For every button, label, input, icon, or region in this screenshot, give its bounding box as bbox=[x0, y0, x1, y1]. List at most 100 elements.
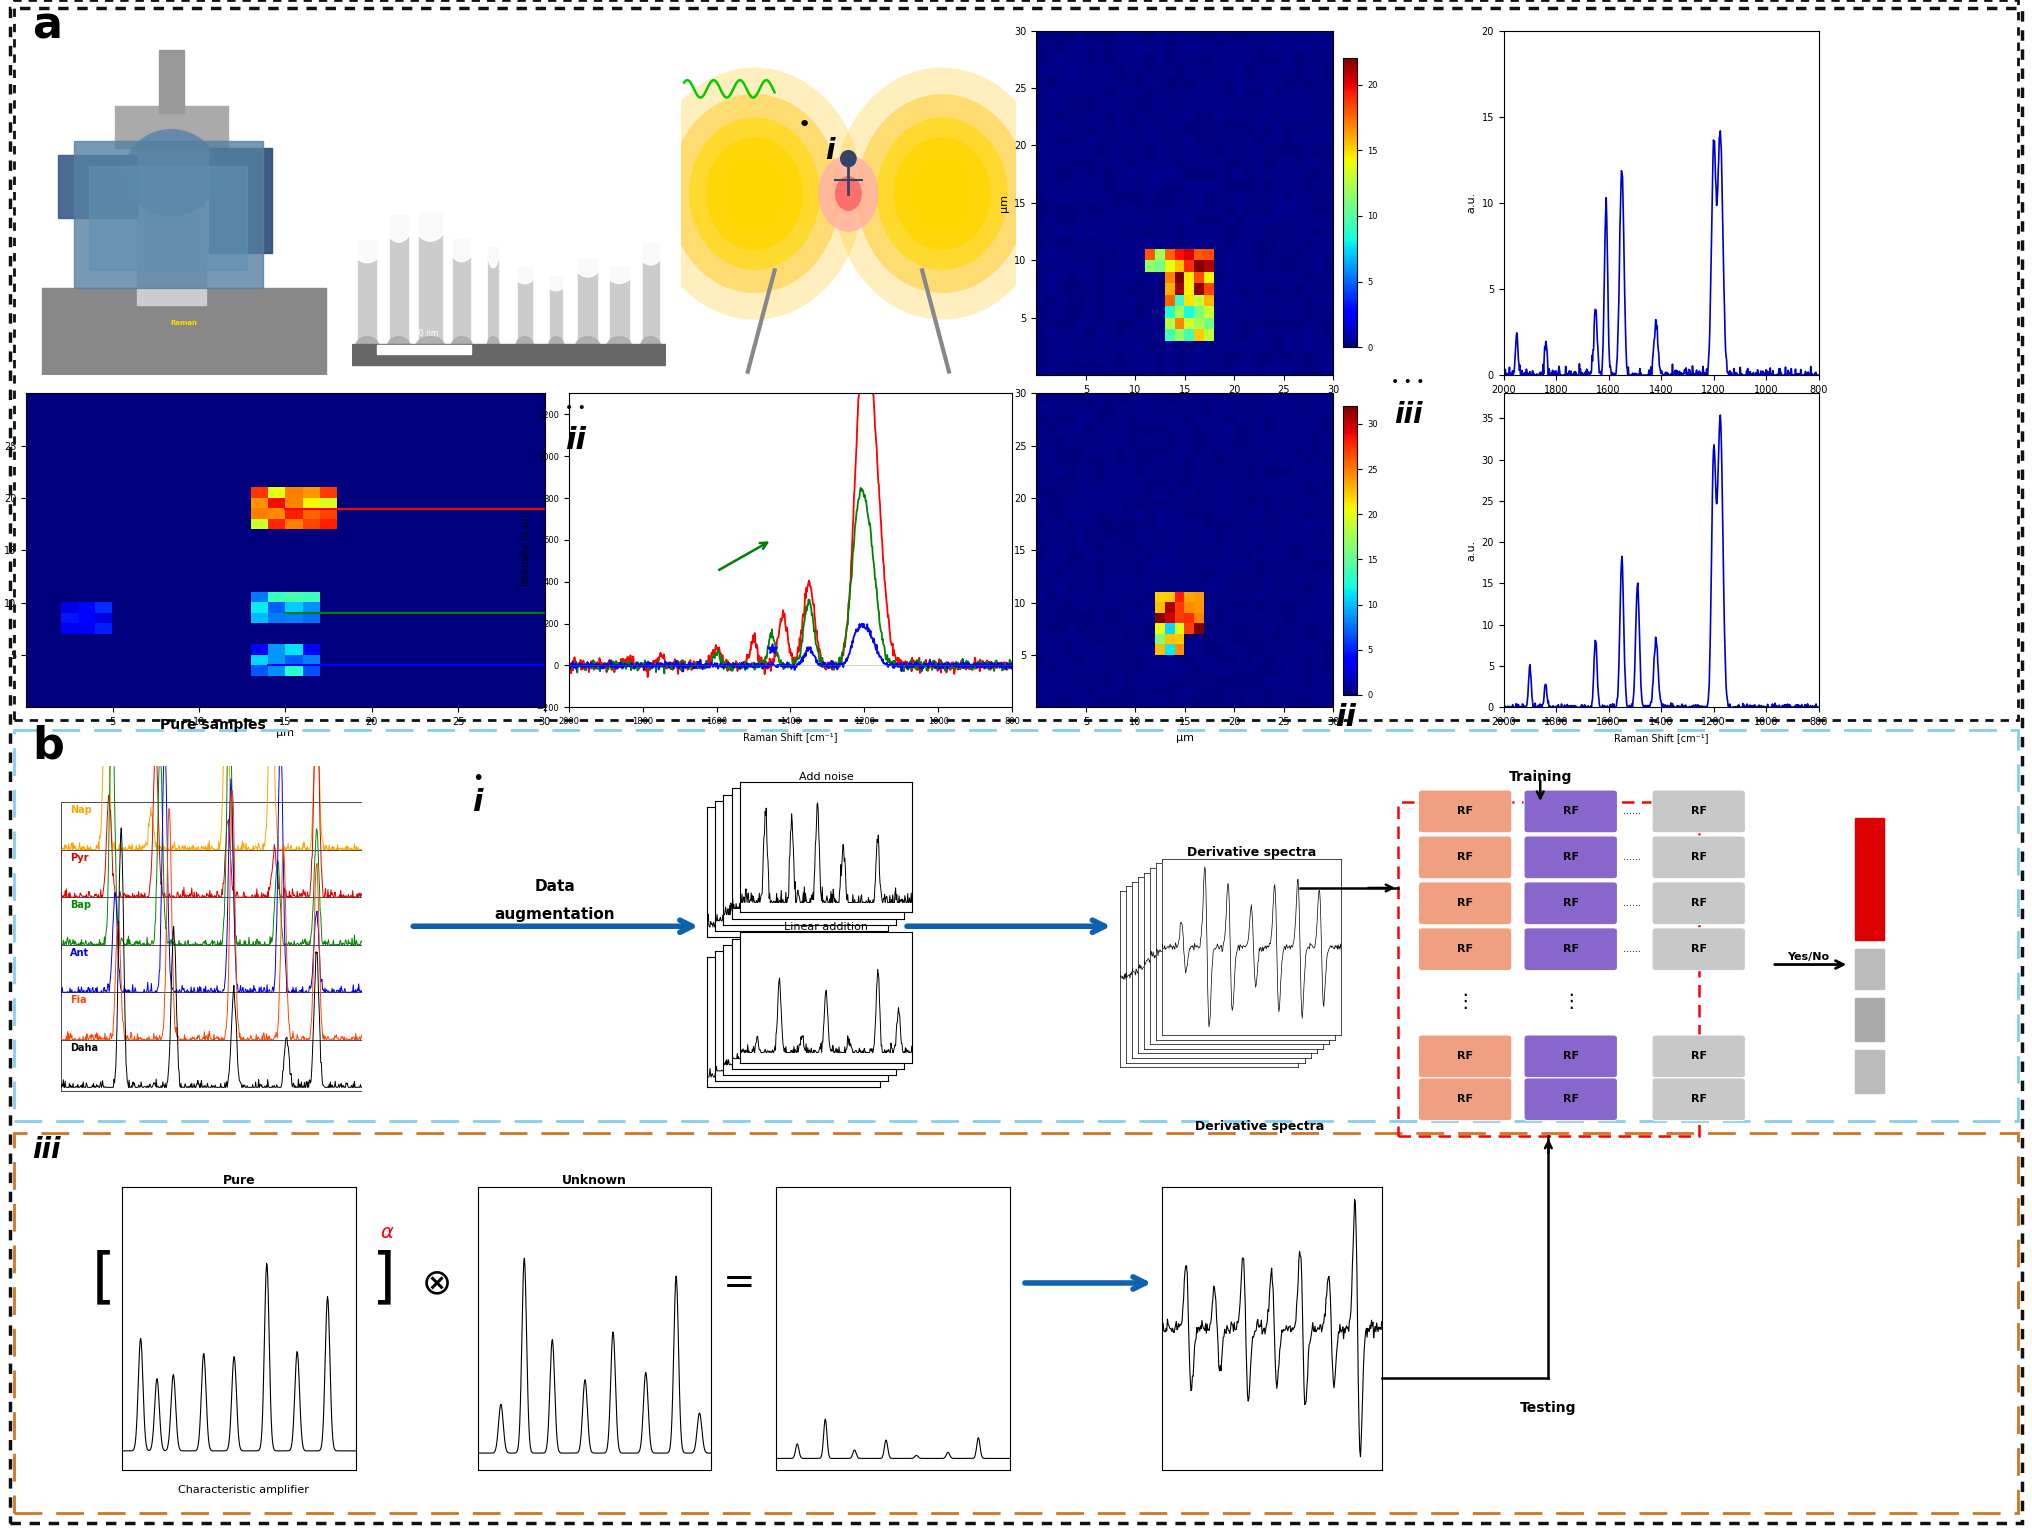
Bar bbox=[61, 850, 362, 900]
Bar bbox=[1855, 949, 1884, 989]
Text: iii: iii bbox=[1394, 401, 1422, 429]
FancyBboxPatch shape bbox=[1524, 882, 1617, 925]
Text: ......: ...... bbox=[1624, 807, 1640, 816]
Bar bbox=[73, 141, 262, 288]
Text: Data: Data bbox=[534, 879, 575, 894]
Text: Yes/No: Yes/No bbox=[1786, 952, 1829, 961]
Y-axis label: μm: μm bbox=[998, 542, 1008, 559]
Title: Derivative spectra: Derivative spectra bbox=[1187, 847, 1317, 859]
Ellipse shape bbox=[512, 251, 538, 283]
Y-axis label: a.u.: a.u. bbox=[1465, 540, 1475, 560]
Ellipse shape bbox=[723, 158, 786, 230]
Ellipse shape bbox=[640, 337, 660, 358]
Bar bbox=[61, 945, 362, 995]
X-axis label: μm: μm bbox=[276, 729, 295, 738]
Ellipse shape bbox=[858, 93, 1028, 292]
Ellipse shape bbox=[549, 337, 565, 358]
Text: RF: RF bbox=[1457, 1052, 1473, 1061]
Text: RF: RF bbox=[1457, 807, 1473, 816]
FancyBboxPatch shape bbox=[1652, 790, 1745, 833]
Text: b: b bbox=[33, 724, 65, 767]
Ellipse shape bbox=[388, 337, 410, 358]
Text: ii: ii bbox=[1335, 703, 1355, 732]
FancyBboxPatch shape bbox=[1524, 836, 1617, 879]
Text: ......: ...... bbox=[1624, 853, 1640, 862]
Text: Daha: Daha bbox=[69, 1043, 98, 1053]
Bar bbox=[488, 246, 498, 348]
Ellipse shape bbox=[573, 240, 604, 277]
Ellipse shape bbox=[575, 337, 599, 358]
Ellipse shape bbox=[350, 219, 384, 263]
Text: 500 nm: 500 nm bbox=[408, 329, 439, 338]
Text: ......: ...... bbox=[1624, 899, 1640, 908]
Bar bbox=[419, 213, 441, 348]
Text: Testing: Testing bbox=[1520, 1401, 1577, 1415]
Text: RF: RF bbox=[1563, 1052, 1579, 1061]
FancyBboxPatch shape bbox=[1652, 1078, 1745, 1121]
Text: [: [ bbox=[91, 1249, 116, 1307]
Ellipse shape bbox=[516, 337, 534, 358]
Bar bbox=[61, 802, 362, 853]
Title: Unknown: Unknown bbox=[563, 1174, 626, 1187]
Text: •: • bbox=[471, 769, 484, 788]
Text: RF: RF bbox=[1691, 1095, 1707, 1104]
Ellipse shape bbox=[910, 158, 973, 230]
Text: ]: ] bbox=[372, 1249, 396, 1307]
Bar bbox=[358, 240, 376, 348]
Ellipse shape bbox=[835, 176, 862, 211]
Ellipse shape bbox=[833, 67, 1051, 320]
Text: iii: iii bbox=[33, 1136, 61, 1164]
Bar bbox=[1855, 998, 1884, 1041]
Ellipse shape bbox=[894, 138, 992, 250]
Ellipse shape bbox=[384, 187, 415, 242]
Ellipse shape bbox=[451, 337, 473, 358]
Text: Ant: Ant bbox=[69, 948, 89, 958]
Text: ......: ...... bbox=[1624, 945, 1640, 954]
Text: RF: RF bbox=[1457, 853, 1473, 862]
Ellipse shape bbox=[356, 337, 380, 358]
Text: ⊗: ⊗ bbox=[423, 1266, 451, 1300]
Y-axis label: a.u.: a.u. bbox=[1465, 193, 1475, 213]
Text: RF: RF bbox=[1563, 945, 1579, 954]
Text: RF: RF bbox=[1691, 945, 1707, 954]
Ellipse shape bbox=[124, 129, 219, 216]
Ellipse shape bbox=[689, 118, 821, 269]
Bar bbox=[579, 259, 597, 348]
Bar bbox=[518, 266, 532, 348]
Ellipse shape bbox=[705, 138, 803, 250]
Bar bbox=[209, 149, 272, 253]
Text: augmentation: augmentation bbox=[494, 906, 616, 922]
Ellipse shape bbox=[819, 155, 878, 233]
Ellipse shape bbox=[488, 337, 500, 358]
Text: • •: • • bbox=[565, 401, 585, 415]
Bar bbox=[376, 346, 471, 354]
Text: RF: RF bbox=[1691, 853, 1707, 862]
Bar bbox=[453, 239, 469, 348]
Text: Bap: Bap bbox=[69, 900, 91, 909]
Ellipse shape bbox=[669, 93, 839, 292]
Bar bbox=[352, 343, 666, 364]
Text: Raman: Raman bbox=[171, 320, 197, 326]
Title: Linear addition: Linear addition bbox=[784, 922, 868, 931]
FancyBboxPatch shape bbox=[1524, 1078, 1617, 1121]
Text: RF: RF bbox=[1563, 899, 1579, 908]
Text: RF: RF bbox=[1457, 899, 1473, 908]
Ellipse shape bbox=[410, 185, 449, 242]
Text: Training: Training bbox=[1508, 770, 1573, 784]
Title: Add noise: Add noise bbox=[799, 772, 853, 781]
Text: RF: RF bbox=[1691, 807, 1707, 816]
Bar bbox=[61, 1040, 362, 1092]
FancyBboxPatch shape bbox=[1418, 836, 1512, 879]
Text: RF: RF bbox=[1691, 1052, 1707, 1061]
Text: RF: RF bbox=[1457, 1095, 1473, 1104]
Text: i: i bbox=[471, 788, 484, 818]
Ellipse shape bbox=[488, 227, 500, 268]
Text: Derivative spectra: Derivative spectra bbox=[1195, 1121, 1325, 1133]
Bar bbox=[158, 51, 185, 113]
FancyBboxPatch shape bbox=[1652, 928, 1745, 971]
Text: i: i bbox=[825, 136, 835, 165]
Bar bbox=[136, 113, 205, 305]
Title: Pure: Pure bbox=[221, 1174, 256, 1187]
Text: =: = bbox=[723, 1265, 756, 1301]
Text: RF: RF bbox=[1563, 807, 1579, 816]
